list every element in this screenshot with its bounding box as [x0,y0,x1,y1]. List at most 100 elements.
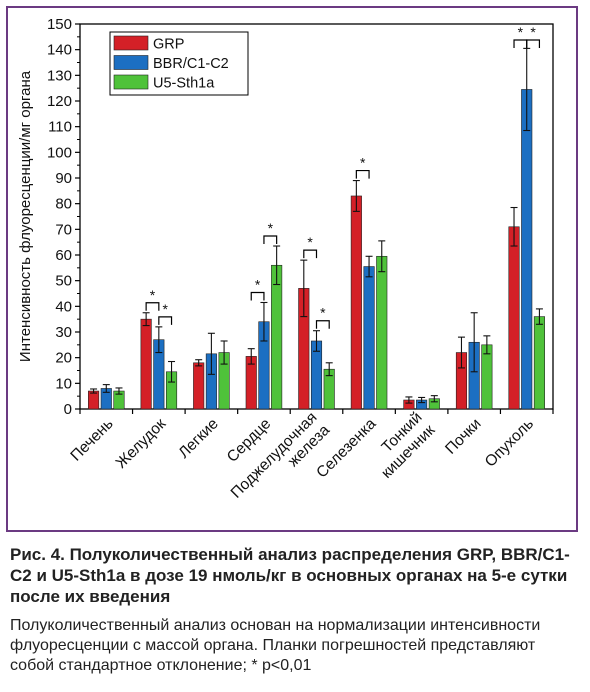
significance-label: * [162,301,168,317]
error-bar-BBR/C1-C2-7 [470,312,478,373]
x-category-label-line: Легкие [175,415,221,461]
x-category-label: Печень [67,415,116,464]
significance-label: * [150,287,156,303]
bracket-line [250,291,265,301]
error-bar-GRP-4 [300,259,308,318]
error-bar-GRP-8 [510,206,518,247]
y-tick-label: 40 [55,298,72,315]
bar-U5-Sth1a-3 [271,264,283,410]
figure-caption-title: Рис. 4. Полуколичественный анализ распре… [10,545,570,606]
error-bar-BBR/C1-C2-1 [155,326,163,354]
legend-swatch-BBR/C1-C2 [113,55,149,70]
bar-U5-Sth1a-7 [481,344,493,410]
error-bar-GRP-0 [90,388,98,394]
legend: GRP BBR/C1-C2 U5-Sth1a [109,31,249,96]
y-tick-label: 10 [55,375,72,392]
error-bar-U5-Sth1a-5 [378,240,386,273]
significance-bracket: * [513,24,528,48]
bar-GRP-2 [193,362,205,410]
error-bar-BBR/C1-C2-6 [418,396,426,404]
error-bar-GRP-7 [457,336,465,369]
bracket-line [526,39,541,48]
error-bar-GRP-2 [195,359,203,367]
y-tick-label: 130 [47,67,72,84]
x-category-label-line: Опухоль [482,415,537,470]
y-tick-label: 50 [55,273,72,290]
bar-BBR/C1-C2-8 [521,89,533,410]
error-bar-U5-Sth1a-6 [430,395,438,403]
y-tick-label: 120 [47,93,72,110]
error-bar-U5-Sth1a-2 [220,340,228,365]
x-category-label: Почки [442,415,484,457]
bar-GRP-1 [140,318,152,410]
significance-bracket: * [526,24,541,48]
bracket-line [263,235,278,245]
y-tick-label: 140 [47,42,72,59]
significance-bracket: * [250,276,265,301]
significance-bracket: * [263,220,278,245]
bar-U5-Sth1a-8 [533,316,545,410]
y-tick-label: 90 [55,170,72,187]
bar-GRP-5 [350,195,362,410]
error-bar-GRP-3 [247,348,255,365]
error-bar-BBR/C1-C2-5 [365,255,373,278]
bar-GRP-8 [508,226,520,410]
error-bar-GRP-1 [142,312,150,327]
legend-label: BBR/C1-C2 [153,56,229,72]
error-bar-U5-Sth1a-8 [535,308,543,325]
x-category-label: Легкие [175,415,221,461]
significance-label: * [320,305,326,321]
bracket-line [158,316,173,325]
bar-BBR/C1-C2-5 [363,266,375,410]
significance-bracket: * [303,234,318,259]
significance-bracket: * [145,287,160,311]
x-category-label: Тонкийкишечник [365,409,438,482]
y-tick-label: 150 [47,16,72,33]
bracket-line [145,302,160,311]
y-tick-label: 100 [47,144,72,161]
x-category-label-line: Желудок [113,415,170,472]
significance-bracket: * [158,301,173,325]
legend-label: GRP [153,37,184,53]
error-bar-BBR/C1-C2-8 [523,47,531,132]
significance-label: * [307,234,313,250]
significance-label: * [530,24,536,40]
error-bar-GRP-6 [405,396,413,404]
legend-label: U5-Sth1a [153,76,215,92]
significance-bracket: * [355,155,370,179]
error-bar-U5-Sth1a-3 [273,245,281,286]
significance-label: * [268,220,274,236]
x-category-label-line: Печень [67,415,116,464]
x-category-label: Желудок [113,415,170,472]
x-category-label-line: Почки [442,415,484,457]
bracket-line [303,249,318,259]
error-bar-U5-Sth1a-4 [325,362,333,377]
bar-U5-Sth1a-5 [376,255,388,410]
bracket-line [513,39,528,48]
significance-label: * [518,24,524,40]
y-tick-label: 0 [64,401,72,418]
significance-bracket: * [315,305,330,329]
legend-swatch-GRP [113,35,149,51]
error-bar-GRP-5 [352,180,360,212]
bracket-line [355,169,370,179]
error-bar-BBR/C1-C2-2 [207,332,215,375]
significance-label: * [255,276,261,292]
error-bar-U5-Sth1a-7 [483,335,491,355]
error-bar-BBR/C1-C2-3 [260,301,268,342]
y-tick-label: 80 [55,196,72,213]
bracket-line [315,320,330,329]
y-axis-title: Интенсивность флуоресценции/мг органа [17,70,34,362]
y-tick-label: 110 [48,119,72,136]
y-tick-label: 70 [55,221,72,238]
bar-chart: 0 10 20 30 40 50 60 70 80 90 100 110 120 130 140 150 Инт… [17,16,554,515]
error-bar-BBR/C1-C2-4 [313,330,320,352]
figure-caption-body: Полуколичественный анализ основан на нор… [10,617,541,674]
y-tick-label: 30 [55,324,72,341]
significance-label: * [360,155,366,171]
error-bar-U5-Sth1a-1 [168,360,176,383]
error-bar-BBR/C1-C2-0 [102,384,110,393]
y-tick-label: 60 [55,247,72,264]
x-category-label: Опухоль [482,415,537,470]
x-category-label: Поджелудочнаяжелеза [228,409,334,515]
